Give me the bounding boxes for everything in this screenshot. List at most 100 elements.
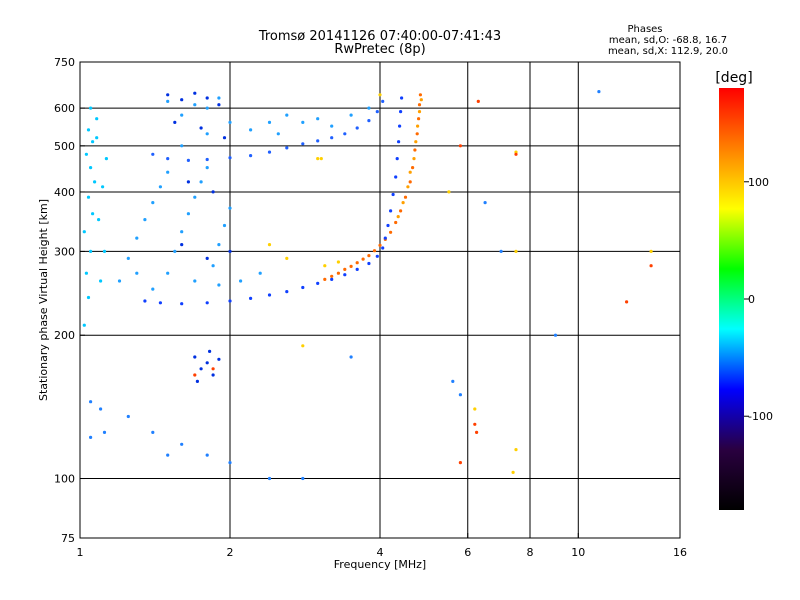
- data-point: [193, 91, 197, 95]
- data-point: [91, 140, 95, 144]
- x-tick-label: 4: [377, 546, 384, 559]
- data-point: [473, 422, 477, 426]
- phase-box-title: Phases: [627, 24, 662, 35]
- data-point: [104, 157, 108, 161]
- colorbar-tick-label: -100: [748, 410, 773, 423]
- data-point: [355, 126, 359, 130]
- data-point: [180, 98, 184, 102]
- data-point: [349, 355, 353, 359]
- data-point: [511, 470, 515, 474]
- data-point: [319, 157, 323, 161]
- y-tick-label: 200: [54, 329, 75, 342]
- data-point: [367, 119, 371, 123]
- data-point: [86, 128, 91, 132]
- data-point: [180, 442, 184, 446]
- data-point: [222, 223, 227, 228]
- data-point: [408, 180, 412, 184]
- data-point: [399, 209, 403, 213]
- data-point: [301, 142, 305, 146]
- colorbar-ticks: 100 0 -100: [744, 176, 773, 423]
- data-point: [228, 156, 232, 160]
- data-point: [349, 113, 353, 117]
- data-point: [458, 393, 462, 397]
- data-point: [205, 166, 209, 170]
- data-point: [205, 361, 209, 365]
- data-point: [205, 301, 209, 305]
- data-point: [394, 220, 398, 225]
- data-point: [151, 201, 155, 205]
- data-point: [89, 106, 93, 110]
- data-point: [86, 195, 91, 199]
- data-point: [553, 333, 558, 337]
- data-point: [330, 136, 334, 140]
- data-point: [158, 185, 162, 189]
- data-point: [514, 448, 518, 452]
- data-point: [378, 243, 382, 247]
- data-point: [285, 290, 289, 294]
- y-tick-label: 400: [54, 186, 75, 199]
- data-point: [301, 120, 305, 124]
- data-point: [285, 113, 289, 117]
- data-point: [102, 430, 107, 434]
- data-point: [267, 293, 272, 297]
- y-tick-label: 300: [54, 245, 75, 258]
- data-point: [205, 157, 209, 162]
- data-point: [205, 132, 209, 136]
- data-point: [173, 120, 177, 124]
- x-tick-label: 16: [673, 546, 687, 559]
- colorbar: [719, 88, 744, 510]
- data-point: [301, 476, 305, 481]
- data-point: [330, 124, 334, 128]
- data-point: [89, 400, 93, 404]
- data-point: [476, 99, 480, 103]
- data-point: [186, 212, 190, 216]
- data-point: [267, 476, 272, 481]
- data-point: [394, 175, 398, 179]
- data-point: [649, 249, 653, 253]
- data-point: [151, 287, 155, 291]
- data-point: [228, 120, 232, 124]
- data-point: [99, 407, 103, 411]
- data-point: [211, 367, 215, 371]
- data-point: [193, 195, 197, 199]
- data-point: [412, 157, 416, 161]
- data-point: [355, 261, 359, 265]
- data-point: [217, 243, 221, 247]
- phase-box-line2: mean, sd,X: 112.9, 20.0: [608, 46, 728, 57]
- data-point: [180, 113, 184, 117]
- data-point: [408, 170, 412, 174]
- data-point: [211, 190, 215, 194]
- data-point: [199, 126, 203, 130]
- data-point: [514, 150, 518, 154]
- data-point: [211, 264, 215, 268]
- data-point: [514, 152, 518, 156]
- data-point: [84, 271, 88, 275]
- data-point: [195, 379, 199, 383]
- data-point: [267, 243, 272, 247]
- data-point: [158, 301, 162, 305]
- data-point: [406, 185, 410, 189]
- data-point: [180, 230, 184, 234]
- data-point: [222, 136, 227, 140]
- data-point: [375, 254, 379, 258]
- data-point: [330, 277, 334, 281]
- data-point: [166, 170, 170, 174]
- data-point: [285, 146, 289, 150]
- data-point: [415, 132, 419, 136]
- data-point: [205, 453, 209, 457]
- data-point: [514, 249, 518, 253]
- data-point: [416, 124, 420, 128]
- data-point: [180, 302, 184, 306]
- data-point: [316, 139, 320, 143]
- data-point: [386, 223, 390, 228]
- y-tick-label: 750: [54, 56, 75, 69]
- data-point: [417, 103, 422, 107]
- data-point: [217, 357, 221, 361]
- data-point: [399, 110, 403, 114]
- data-point: [367, 106, 371, 110]
- data-point: [343, 132, 347, 136]
- data-point: [166, 99, 170, 103]
- data-point: [417, 117, 421, 121]
- data-point: [597, 90, 601, 94]
- data-point: [411, 166, 415, 170]
